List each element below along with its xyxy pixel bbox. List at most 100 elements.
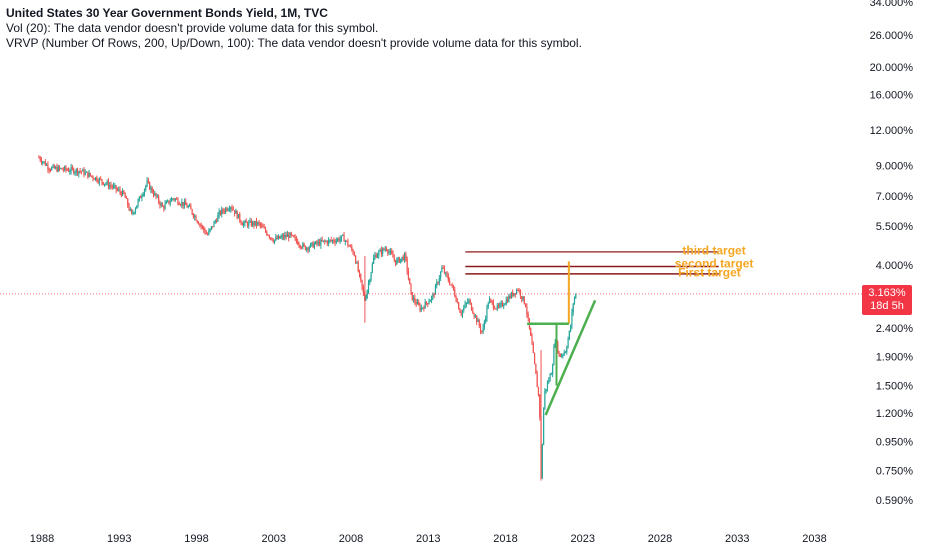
candle-body — [572, 303, 574, 313]
candle-body — [378, 251, 380, 256]
candle-body — [563, 352, 565, 355]
candle-body — [284, 235, 286, 238]
y-tick-label: 7.000% — [876, 191, 914, 203]
candle-body — [398, 257, 401, 263]
candle-body — [331, 240, 334, 242]
candle-body — [537, 387, 540, 395]
x-tick-label: 1993 — [107, 533, 131, 545]
candle-body — [244, 220, 246, 224]
candle-body — [442, 267, 444, 269]
candle-body — [436, 282, 438, 286]
candle-body — [127, 198, 129, 206]
candle-body — [164, 203, 166, 209]
candle-body — [497, 305, 500, 307]
candle-body — [115, 185, 117, 190]
candle-body — [154, 193, 156, 196]
candle-body — [178, 203, 180, 205]
candle-body — [318, 241, 321, 246]
candle-body — [106, 181, 108, 184]
candle-body — [481, 330, 483, 332]
candle-body — [508, 295, 510, 302]
candle-body — [342, 234, 344, 236]
candle-body — [118, 189, 120, 191]
candle-body — [289, 232, 291, 238]
y-tick-label: 0.750% — [876, 466, 914, 478]
candle-body — [297, 241, 299, 245]
candle-body — [330, 239, 332, 241]
candle-body — [329, 239, 331, 241]
candle-body — [567, 338, 569, 348]
candle-body — [420, 307, 422, 311]
candle-body — [165, 201, 167, 204]
candle-body — [169, 201, 171, 204]
candle-body — [385, 249, 388, 251]
candle-body — [456, 301, 458, 303]
candle-body — [124, 193, 126, 198]
candle-body — [421, 307, 424, 309]
candle-body — [325, 241, 327, 243]
candle-body — [434, 285, 437, 295]
candle-body — [111, 186, 113, 188]
candle-body — [60, 168, 62, 170]
candle-body — [362, 286, 364, 293]
y-tick-label: 1.500% — [876, 381, 914, 393]
candle-body — [282, 235, 285, 238]
candle-body — [409, 278, 411, 285]
volume-indicator-note: Vol (20): The data vendor doesn't provid… — [6, 21, 379, 35]
candle-body — [222, 209, 224, 212]
candle-body — [557, 341, 559, 353]
candle-body — [98, 178, 101, 183]
candle-body — [500, 302, 502, 305]
candle-body — [181, 202, 183, 205]
candle-body — [393, 257, 395, 260]
candle-body — [429, 300, 431, 302]
candle-body — [468, 300, 470, 302]
candle-body — [268, 235, 270, 238]
candle-body — [188, 205, 191, 207]
candle-body — [447, 275, 449, 281]
candle-body — [145, 185, 147, 190]
candle-body — [80, 171, 82, 173]
candle-body — [87, 171, 89, 177]
candle-body — [443, 268, 446, 274]
candle-body — [322, 240, 325, 242]
y-tick-label: 1.200% — [876, 408, 914, 420]
candle-body — [334, 241, 336, 243]
candle-body — [120, 192, 122, 196]
candle-body — [494, 307, 496, 309]
candle-body — [388, 251, 390, 253]
y-tick-label: 1.900% — [876, 351, 914, 363]
candle-body — [129, 209, 131, 211]
candle-body — [348, 245, 350, 247]
candle-body — [109, 185, 111, 187]
candle-body — [411, 291, 413, 301]
candle-body — [400, 258, 402, 263]
candle-body — [57, 166, 59, 172]
candle-body — [530, 328, 532, 336]
candle-body — [224, 208, 227, 212]
candle-body — [168, 200, 170, 204]
candle-body — [356, 262, 358, 264]
candle-body — [405, 253, 407, 259]
candle-body — [410, 284, 412, 292]
candle-body — [116, 189, 119, 191]
candle-body — [513, 293, 515, 296]
candle-body — [275, 237, 277, 240]
candle-body — [427, 303, 429, 305]
candle-body — [49, 169, 52, 171]
candle-body — [263, 227, 265, 229]
candle-body — [246, 222, 249, 226]
x-tick-label: 1998 — [184, 533, 208, 545]
candle-body — [465, 302, 467, 304]
candle-body — [309, 243, 312, 248]
candle-body — [119, 189, 121, 193]
candle-body — [196, 220, 198, 223]
candle-body — [65, 166, 67, 170]
candle-body — [143, 189, 146, 194]
candle-body — [552, 365, 554, 375]
candle-body — [51, 167, 53, 171]
candle-body — [467, 301, 469, 303]
candle-body — [450, 284, 452, 286]
candle-body — [182, 202, 184, 206]
